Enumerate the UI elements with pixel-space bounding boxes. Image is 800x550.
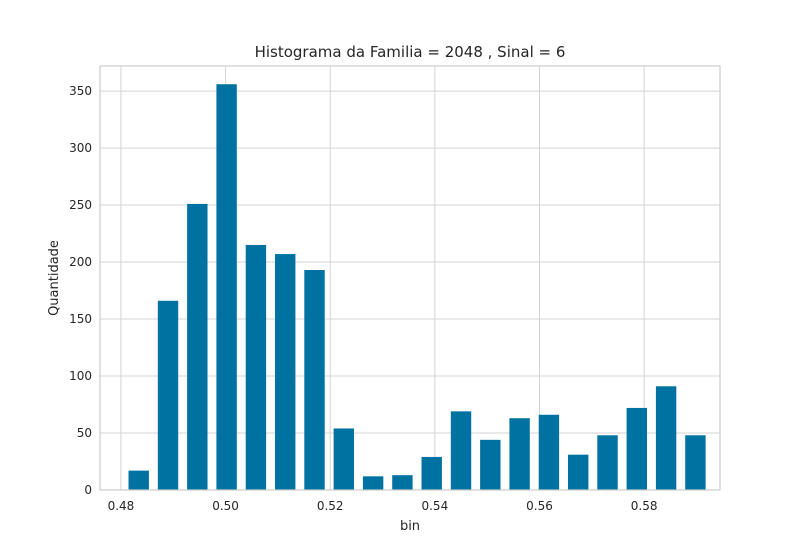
y-tick-label: 250 bbox=[69, 198, 92, 212]
histogram-bar bbox=[626, 407, 648, 490]
histogram-bar bbox=[538, 414, 560, 490]
y-tick-label: 200 bbox=[69, 255, 92, 269]
histogram-bar bbox=[157, 300, 179, 490]
histogram-bar bbox=[187, 203, 208, 490]
histogram-bar bbox=[421, 456, 442, 490]
histogram-bar bbox=[597, 435, 618, 490]
y-axis-label: Quantidade bbox=[47, 240, 62, 316]
x-tick-label: 0.54 bbox=[421, 499, 448, 513]
histogram-bar bbox=[392, 475, 413, 490]
x-tick-label: 0.50 bbox=[212, 499, 239, 513]
x-tick-label: 0.58 bbox=[631, 499, 658, 513]
histogram-bar bbox=[655, 386, 677, 490]
bars bbox=[128, 84, 706, 490]
y-tick-label: 100 bbox=[69, 369, 92, 383]
histogram-bar bbox=[333, 428, 355, 490]
y-tick-label: 300 bbox=[69, 141, 92, 155]
histogram-bar bbox=[275, 254, 296, 490]
plot-frame bbox=[99, 65, 721, 491]
histogram-bar bbox=[480, 439, 501, 490]
histogram-bar bbox=[685, 435, 706, 490]
x-tick-label: 0.48 bbox=[108, 499, 135, 513]
chart-title: Histograma da Familia = 2048 , Sinal = 6 bbox=[255, 43, 566, 61]
histogram-bar bbox=[216, 84, 237, 490]
histogram-bar bbox=[245, 244, 267, 490]
histogram-bar bbox=[568, 454, 589, 490]
histogram-bar bbox=[128, 470, 149, 490]
y-tick-label: 50 bbox=[77, 426, 92, 440]
histogram-bar bbox=[304, 270, 325, 490]
histogram-bar bbox=[362, 476, 384, 490]
histogram-bar bbox=[509, 418, 530, 490]
x-tick-label: 0.56 bbox=[526, 499, 553, 513]
y-tick-label: 350 bbox=[69, 84, 92, 98]
x-axis-ticks: 0.48 0.50 0.52 0.54 0.56 0.58 bbox=[108, 499, 658, 513]
y-tick-label: 0 bbox=[84, 483, 92, 497]
x-axis-label: bin bbox=[400, 519, 420, 534]
y-tick-label: 150 bbox=[69, 312, 92, 326]
histogram-bar bbox=[450, 411, 472, 490]
y-axis-ticks: 0 50 100 150 200 250 300 350 bbox=[69, 84, 92, 497]
x-tick-label: 0.52 bbox=[317, 499, 344, 513]
